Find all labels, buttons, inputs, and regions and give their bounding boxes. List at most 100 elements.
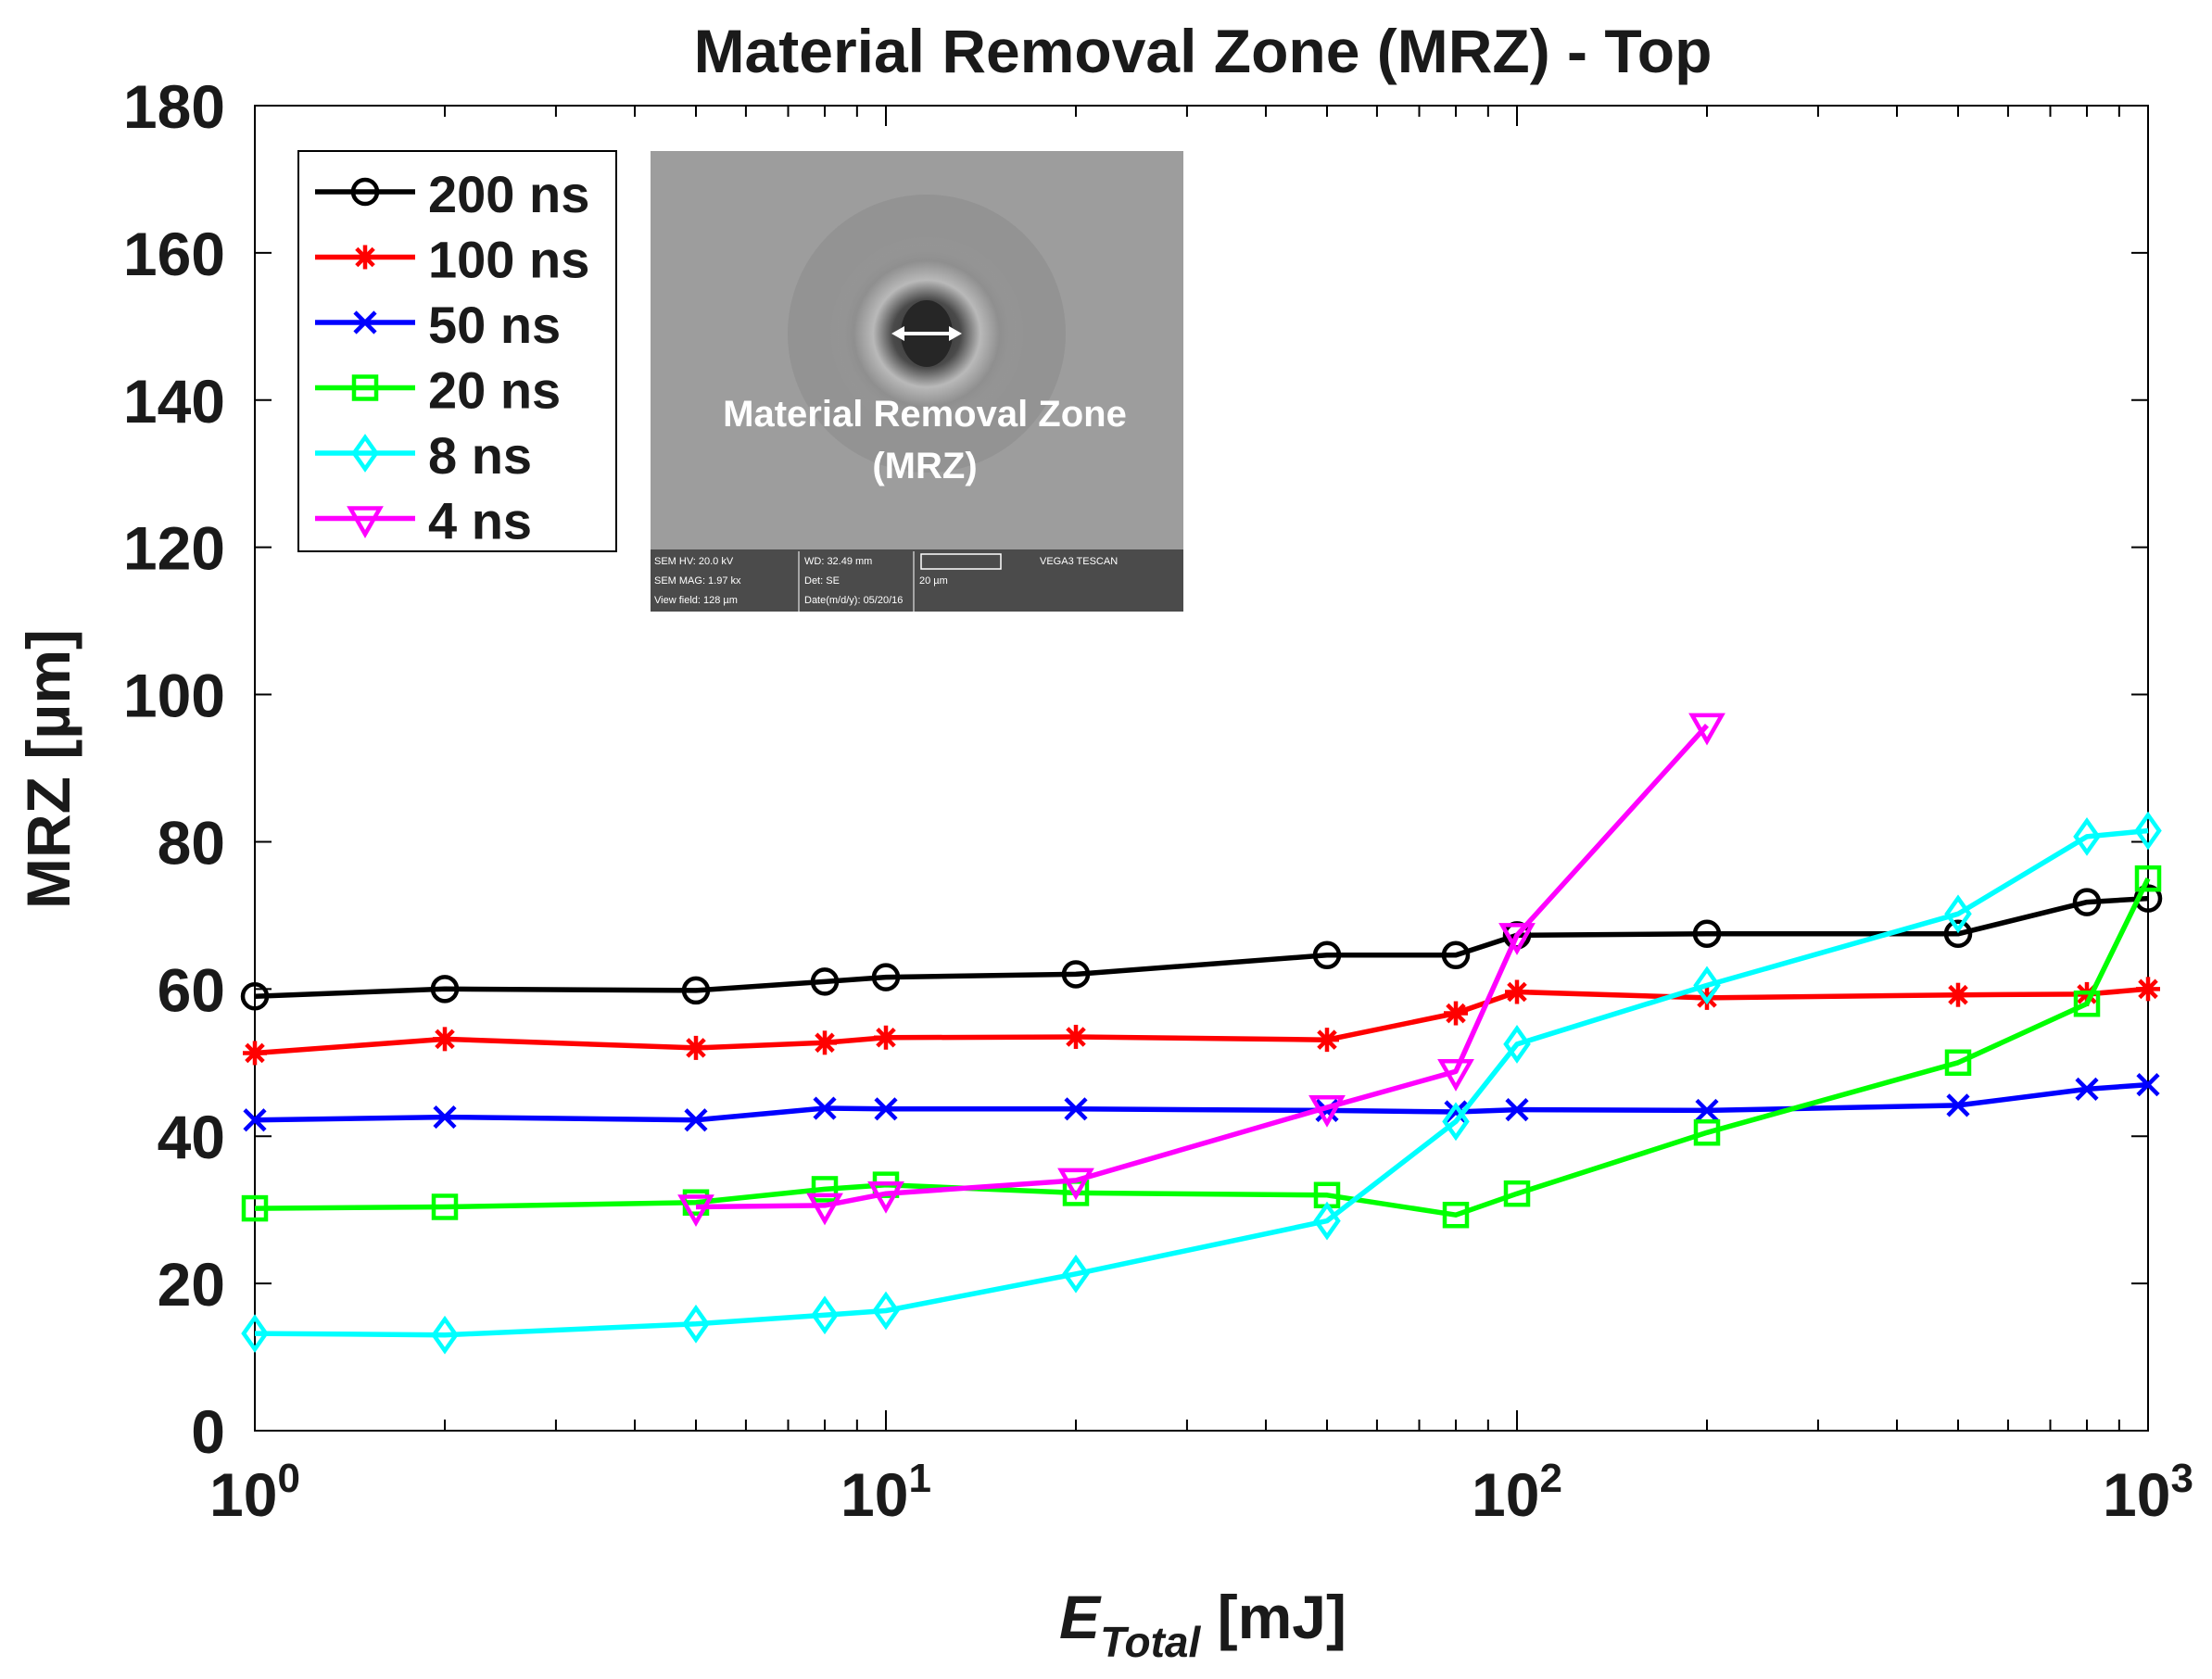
data-point-200-ns (1061, 960, 1091, 989)
x-tick-label: 101 (841, 1456, 931, 1529)
data-point-8-ns (1062, 1254, 1090, 1294)
chart-title: Material Removal Zone (MRZ) - Top (694, 17, 1713, 85)
legend-entry: 50 ns (315, 296, 561, 354)
sem-info-bar (651, 549, 1183, 612)
x-axis-unit: [mJ] (1200, 1583, 1346, 1651)
data-point-100-ns (1064, 1024, 1089, 1049)
data-point-100-ns (1314, 1028, 1339, 1053)
sem-info-cell: Date(m/d/y): 05/20/16 (804, 595, 903, 606)
data-point-20-ns (1693, 1119, 1721, 1146)
data-point-20-ns (241, 1194, 269, 1222)
y-tick-label: 80 (158, 808, 225, 877)
data-point-4-ns (1308, 1094, 1346, 1128)
series-line-100-ns (254, 986, 2149, 1056)
x-axis-symbol: E (1059, 1583, 1102, 1651)
x-tick-labels: 100 101 102 103 (209, 1456, 2193, 1529)
legend-marker (353, 245, 377, 270)
y-axis-label: MRZ [µm] (14, 629, 82, 909)
data-point-20-ns (811, 1176, 839, 1203)
data-point-8-ns (431, 1315, 459, 1355)
data-point-100-ns (813, 1030, 838, 1055)
y-tick-label: 140 (123, 367, 225, 436)
data-point-4-ns (1437, 1059, 1474, 1092)
legend-label: 8 ns (428, 426, 532, 485)
sem-arrowhead-left-icon (891, 326, 904, 341)
legend-entry: 20 ns (315, 361, 561, 420)
data-point-200-ns (430, 975, 460, 1004)
sem-info-cell: 20 µm (919, 575, 948, 587)
sem-caption-line2: (MRZ) (872, 446, 977, 486)
sem-info-cell: SEM HV: 20.0 kV (654, 556, 734, 567)
data-point-100-ns (2136, 977, 2160, 1002)
data-point-8-ns (682, 1304, 710, 1344)
data-point-200-ns (1312, 940, 1342, 970)
plot-area (240, 105, 2163, 1432)
data-point-50-ns (1946, 1093, 1970, 1117)
data-point-4-ns (867, 1180, 904, 1214)
x-tick-label: 102 (1472, 1456, 1562, 1529)
y-tick-label: 120 (123, 514, 225, 583)
data-point-8-ns (811, 1295, 839, 1335)
y-tick-labels: 0 20 40 60 80 100 120 140 160 180 (123, 72, 225, 1466)
legend-marker (351, 374, 379, 401)
x-tick-label: 100 (209, 1456, 300, 1529)
y-tick-label: 160 (123, 220, 225, 288)
data-point-50-ns (1695, 1098, 1719, 1123)
series-line-200-ns (254, 895, 2149, 1000)
legend-entry: 8 ns (315, 426, 532, 485)
y-tick-label: 100 (123, 662, 225, 730)
sem-arrowhead-right-icon (949, 326, 962, 341)
data-point-4-ns (677, 1194, 714, 1228)
series-line-20-ns (254, 877, 2151, 1218)
data-point-50-ns (433, 1105, 457, 1130)
data-point-50-ns (874, 1097, 898, 1121)
data-point-100-ns (1945, 982, 1970, 1007)
data-point-200-ns (1692, 919, 1722, 948)
legend-label: 200 ns (428, 165, 589, 223)
data-point-100-ns (433, 1027, 458, 1052)
legend-entry: 200 ns (315, 165, 589, 223)
x-tick-label: 103 (2103, 1456, 2193, 1529)
data-point-100-ns (243, 1041, 267, 1066)
data-point-50-ns (1064, 1097, 1088, 1121)
data-point-100-ns (683, 1035, 708, 1060)
data-point-4-ns (1688, 713, 1725, 746)
data-point-4-ns (1057, 1168, 1094, 1201)
legend-label: 50 ns (428, 296, 561, 354)
axis-ticks (254, 105, 2149, 1432)
legend-entry: 100 ns (315, 231, 589, 289)
legend-entry: 4 ns (315, 492, 532, 550)
data-point-8-ns (1693, 966, 1721, 1005)
legend-entries: 200 ns 100 ns 50 ns 20 ns 8 ns 4 ns (315, 165, 589, 550)
y-tick-label: 20 (158, 1250, 225, 1319)
y-tick-label: 0 (191, 1397, 225, 1466)
legend-label: 100 ns (428, 231, 589, 289)
data-point-50-ns (243, 1108, 267, 1132)
y-tick-label: 180 (123, 72, 225, 141)
data-point-100-ns (1505, 979, 1529, 1004)
legend-label: 4 ns (428, 492, 532, 550)
data-point-200-ns (871, 963, 901, 991)
series-20-ns (241, 865, 2162, 1229)
data-point-8-ns (1944, 894, 1972, 934)
data-point-20-ns (1944, 1049, 1972, 1077)
series-layer (240, 713, 2163, 1355)
data-point-200-ns (1441, 940, 1471, 970)
data-point-50-ns (2075, 1077, 2099, 1101)
legend: 200 ns 100 ns 50 ns 20 ns 8 ns 4 ns (297, 150, 617, 552)
data-point-8-ns (872, 1291, 900, 1331)
data-point-4-ns (1498, 923, 1536, 955)
data-point-200-ns (810, 967, 840, 996)
legend-label: 20 ns (428, 361, 561, 420)
legend-marker (350, 177, 380, 207)
sem-info-cell: Det: SE (804, 575, 840, 587)
plot-frame (254, 105, 2149, 1432)
data-point-50-ns (813, 1096, 837, 1120)
x-axis-label: ETotal [mJ] (1059, 1583, 1346, 1666)
data-point-8-ns (2073, 816, 2101, 856)
sem-scale-bar (920, 553, 1002, 570)
data-point-50-ns (1505, 1098, 1529, 1122)
data-point-20-ns (2134, 865, 2162, 892)
legend-marker (351, 434, 379, 473)
data-point-100-ns (1444, 1001, 1469, 1026)
